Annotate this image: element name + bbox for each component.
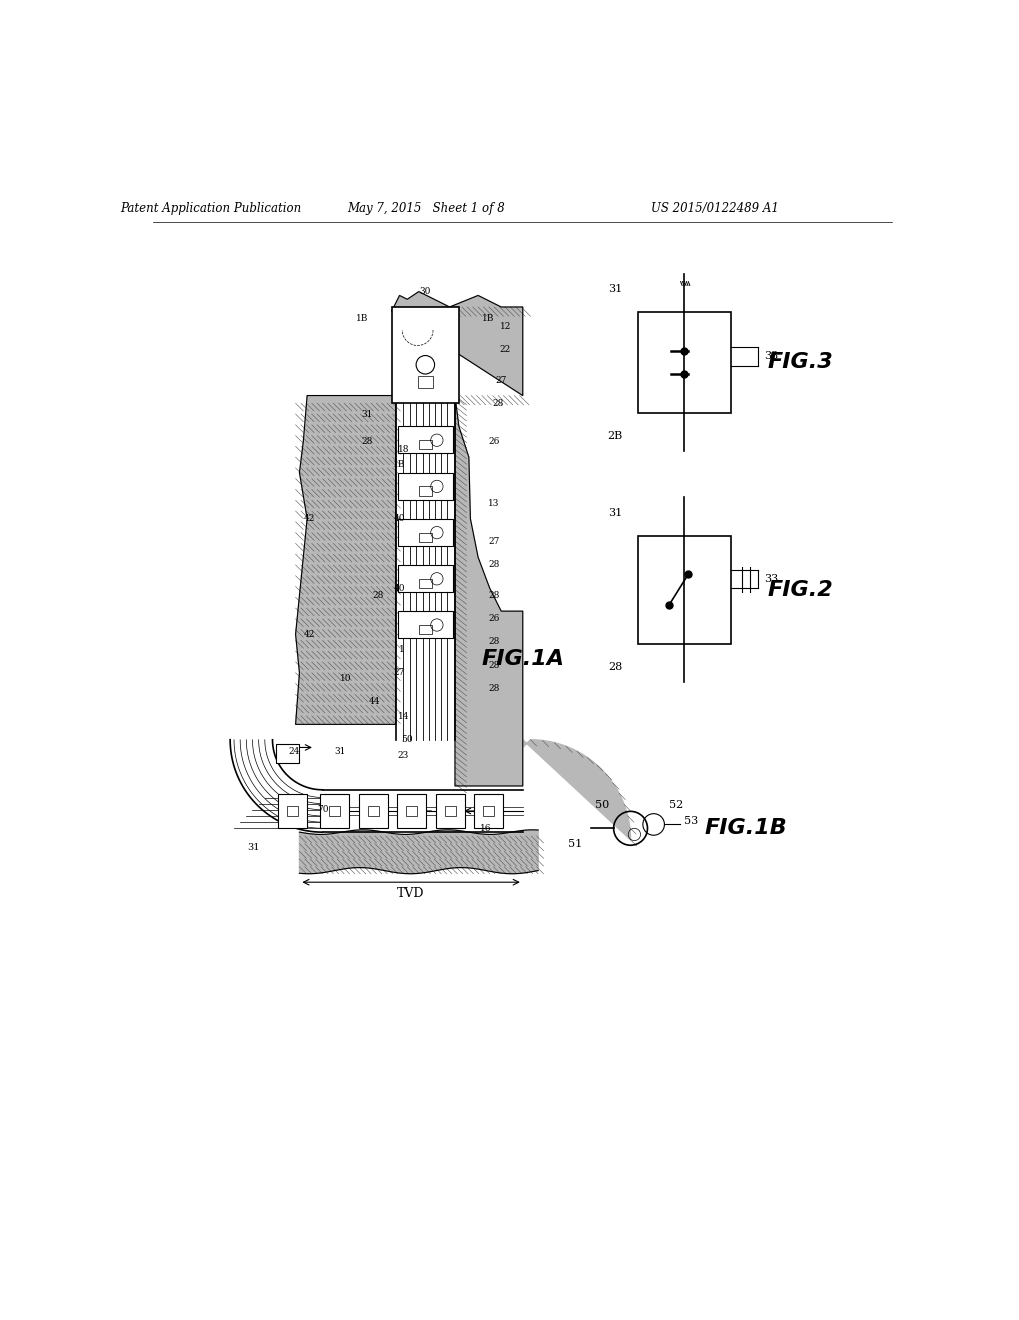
Bar	[474, 793, 503, 829]
Text: 28: 28	[488, 684, 499, 693]
Text: 28: 28	[488, 561, 499, 569]
Bar	[444, 805, 455, 816]
Text: 31: 31	[334, 747, 345, 756]
Text: 42: 42	[304, 630, 315, 639]
Text: 12: 12	[499, 322, 511, 331]
Text: 27: 27	[393, 668, 405, 677]
Text: 28: 28	[491, 399, 502, 408]
Text: 31: 31	[608, 284, 623, 294]
Text: 70: 70	[317, 805, 328, 813]
Bar	[419, 487, 431, 496]
Polygon shape	[296, 396, 395, 725]
Text: 1: 1	[398, 645, 405, 655]
Text: 33: 33	[763, 574, 777, 583]
Text: 2B: 2B	[607, 430, 623, 441]
Text: FIG.2: FIG.2	[766, 579, 832, 599]
Text: 40: 40	[393, 583, 405, 593]
Text: 26: 26	[488, 614, 499, 623]
Text: 16: 16	[480, 824, 491, 833]
Text: 10: 10	[339, 673, 352, 682]
Text: 52: 52	[668, 800, 683, 810]
Text: 14: 14	[397, 713, 409, 721]
Text: 50: 50	[594, 800, 608, 810]
Text: 28: 28	[488, 591, 499, 601]
Bar	[419, 579, 431, 589]
Bar	[396, 793, 426, 829]
Bar	[435, 793, 465, 829]
Text: 53: 53	[684, 816, 698, 825]
Text: 33: 33	[763, 351, 777, 362]
Text: 28: 28	[488, 638, 499, 647]
Text: 23: 23	[397, 751, 409, 759]
Bar	[638, 536, 730, 644]
Text: 26: 26	[488, 437, 499, 446]
Polygon shape	[522, 739, 630, 840]
Bar	[483, 805, 494, 816]
Text: FIG.1B: FIG.1B	[704, 818, 787, 838]
Bar	[419, 626, 431, 635]
Bar	[320, 793, 350, 829]
Polygon shape	[391, 292, 522, 396]
Text: TVD: TVD	[397, 887, 425, 900]
Bar	[397, 426, 452, 453]
Text: 50: 50	[401, 735, 413, 744]
Text: 28: 28	[361, 437, 372, 446]
Text: 27: 27	[495, 376, 506, 384]
Text: 1B: 1B	[356, 314, 369, 323]
Bar	[397, 473, 452, 499]
Text: FIG.1A: FIG.1A	[481, 649, 564, 669]
Bar	[419, 533, 431, 543]
Bar	[368, 805, 378, 816]
Polygon shape	[454, 396, 522, 785]
Text: 31: 31	[247, 843, 259, 851]
Text: 1B: 1B	[481, 314, 494, 323]
Text: 40: 40	[393, 515, 405, 523]
Text: 22: 22	[499, 345, 511, 354]
Text: 44: 44	[369, 697, 380, 706]
Text: 18: 18	[397, 445, 409, 454]
Bar	[277, 793, 307, 829]
Bar	[329, 805, 340, 816]
Bar	[397, 611, 452, 638]
Text: 30: 30	[419, 288, 430, 296]
Text: US 2015/0122489 A1: US 2015/0122489 A1	[651, 202, 779, 215]
Text: Patent Application Publication: Patent Application Publication	[120, 202, 302, 215]
Bar	[407, 805, 417, 816]
Text: 27: 27	[488, 537, 499, 546]
Text: 42: 42	[304, 515, 315, 523]
Text: 31: 31	[608, 508, 623, 517]
Bar	[638, 313, 730, 412]
Text: 31: 31	[361, 411, 372, 420]
Text: 1B: 1B	[393, 461, 406, 470]
Bar	[397, 565, 452, 591]
Text: 28: 28	[608, 661, 623, 672]
Text: 28: 28	[488, 660, 499, 669]
Bar	[276, 743, 300, 763]
Polygon shape	[300, 830, 538, 874]
Bar	[417, 376, 433, 388]
Bar	[359, 793, 387, 829]
Bar	[397, 519, 452, 545]
Bar	[287, 805, 298, 816]
Bar	[391, 308, 459, 404]
Bar	[419, 441, 431, 449]
Text: 28: 28	[372, 591, 384, 601]
Text: 24: 24	[287, 747, 300, 756]
Text: 51: 51	[568, 838, 582, 849]
Text: FIG.3: FIG.3	[766, 352, 832, 372]
Text: 13: 13	[488, 499, 499, 508]
Text: May 7, 2015   Sheet 1 of 8: May 7, 2015 Sheet 1 of 8	[347, 202, 504, 215]
